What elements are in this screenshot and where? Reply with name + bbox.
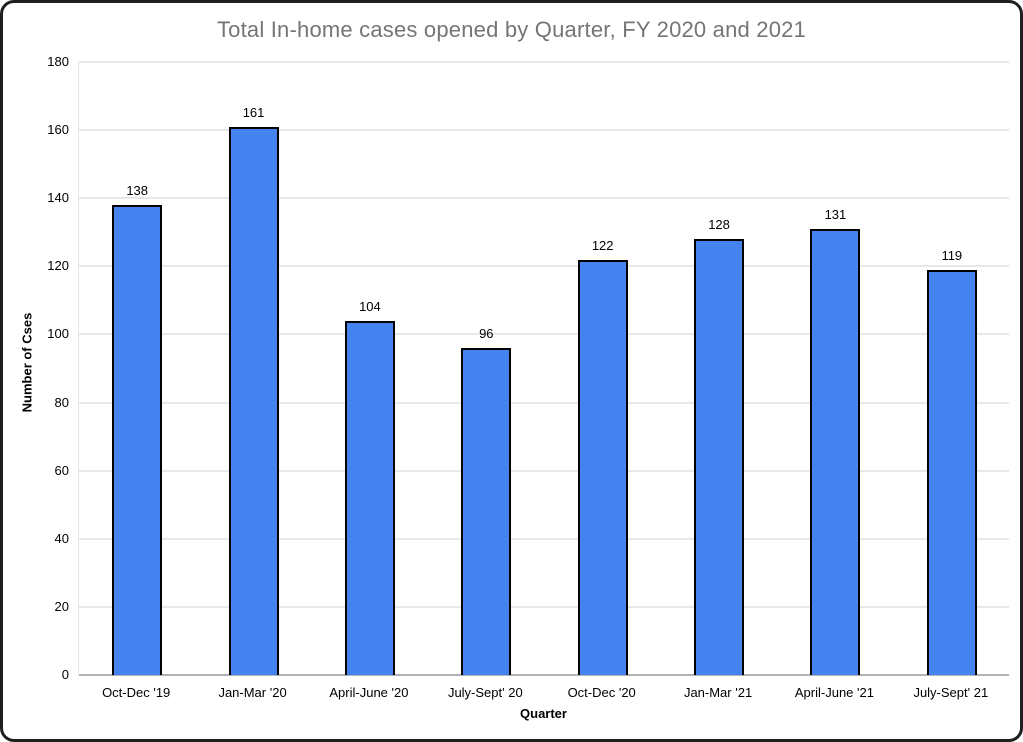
x-axis-line (79, 674, 1009, 676)
plot-area: 138 161 104 96 122 128 131 119 (78, 61, 1009, 676)
bar-value-label: 161 (242, 104, 265, 120)
gridline (79, 537, 1009, 540)
bar-3 (344, 320, 395, 675)
gridline (79, 605, 1009, 608)
y-tick-label: 120 (47, 258, 69, 274)
gridline (79, 61, 1009, 63)
y-tick-label: 60 (54, 462, 69, 478)
x-tick-label: April-June '21 (794, 685, 874, 700)
x-tick-label: April-June '20 (329, 685, 409, 700)
gridline (79, 197, 1009, 200)
x-axis-title: Quarter (520, 706, 567, 721)
bar-8 (926, 269, 977, 675)
x-tick-label: Oct-Dec '19 (102, 685, 171, 700)
bar-value-label: 128 (708, 217, 730, 233)
y-tick-label: 40 (54, 530, 69, 546)
y-tick-label: 100 (47, 326, 69, 342)
x-tick-label: Jan-Mar '20 (218, 685, 287, 700)
bar-value-label: 122 (591, 237, 614, 253)
bar-value-label: 104 (359, 298, 381, 314)
y-tick-label: 180 (47, 54, 69, 69)
y-tick-label: 160 (47, 122, 69, 138)
bar-2 (228, 126, 279, 675)
gridline (79, 401, 1009, 404)
chart-title: Total In-home cases opened by Quarter, F… (216, 17, 807, 42)
x-tick-label: Oct-Dec '20 (567, 685, 636, 700)
bar-value-label: 131 (824, 206, 847, 222)
bar-5 (577, 259, 628, 675)
y-tick-label: 0 (61, 667, 69, 682)
y-tick-label: 140 (47, 190, 69, 206)
gridline (79, 129, 1009, 132)
gridline (79, 469, 1009, 472)
bar-7 (810, 228, 861, 675)
gridline (79, 265, 1009, 268)
bar-4 (461, 348, 512, 675)
bar-value-label: 119 (941, 247, 963, 263)
gridline (79, 333, 1009, 336)
x-tick-label: July-Sept' 20 (447, 685, 523, 700)
x-tick-label: Jan-Mar '21 (683, 685, 753, 700)
y-tick-label: 20 (54, 598, 69, 614)
bar-value-label: 96 (479, 326, 494, 342)
y-tick-label: 80 (54, 394, 69, 410)
bar-value-label: 138 (126, 183, 149, 199)
bar-1 (112, 205, 163, 675)
bar-6 (694, 239, 745, 675)
x-tick-label: July-Sept' 21 (913, 685, 989, 700)
